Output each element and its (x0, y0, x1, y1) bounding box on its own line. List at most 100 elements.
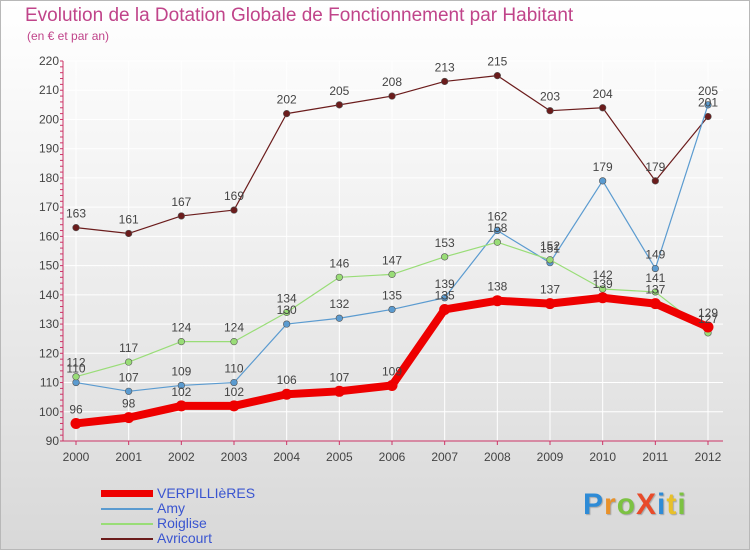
x-tick-label: 2007 (431, 450, 458, 464)
data-label-roiglise: 141 (645, 271, 665, 285)
data-label-amy: 130 (277, 303, 297, 317)
data-label-verpilli-res: 96 (69, 402, 83, 416)
data-point-roiglise (651, 288, 659, 296)
chart-subtitle: (en € et par an) (27, 29, 110, 43)
data-label-verpilli-res: 139 (593, 277, 613, 291)
data-label-roiglise: 152 (540, 239, 560, 253)
data-point-verpilli-res (702, 321, 714, 333)
data-label-roiglise: 134 (277, 291, 297, 305)
legend-label-verpillieres: VERPILLIèRES (157, 485, 256, 501)
logo-letter: t (666, 488, 678, 521)
data-point-verpilli-res (228, 400, 240, 412)
data-label-verpilli-res: 137 (645, 283, 665, 297)
data-point-verpilli-res (491, 295, 503, 307)
x-tick-label: 2001 (115, 450, 142, 464)
y-tick-label: 110 (40, 376, 59, 390)
data-label-verpilli-res: 129 (698, 306, 718, 320)
y-tick-label: 120 (39, 346, 59, 360)
data-point-roiglise (335, 273, 343, 281)
data-label-roiglise: 127 (698, 312, 718, 326)
data-label-avricourt: 205 (329, 84, 349, 98)
data-label-roiglise: 158 (487, 221, 507, 235)
data-label-verpilli-res: 98 (122, 397, 136, 411)
data-point-verpilli-res (333, 385, 345, 397)
x-tick-label: 2008 (484, 450, 511, 464)
legend-swatch-verpillieres (101, 490, 153, 497)
x-tick-label: 2002 (168, 450, 195, 464)
y-tick-label: 150 (39, 259, 59, 273)
data-label-amy: 132 (329, 297, 349, 311)
data-point-verpilli-res (123, 412, 135, 424)
data-label-verpilli-res: 109 (382, 364, 402, 378)
y-tick-label: 90 (46, 434, 60, 448)
y-tick-label: 200 (39, 112, 59, 126)
data-label-verpilli-res: 107 (329, 370, 349, 384)
data-point-avricourt (388, 92, 396, 100)
data-label-roiglise: 112 (66, 356, 85, 370)
x-tick-label: 2009 (537, 450, 564, 464)
data-label-verpilli-res: 138 (487, 280, 507, 294)
x-tick-label: 2010 (589, 450, 616, 464)
data-label-amy: 162 (487, 210, 507, 224)
x-tick-label: 2000 (63, 450, 90, 464)
y-tick-label: 170 (39, 200, 59, 214)
data-label-avricourt: 203 (540, 90, 560, 104)
proxiti-logo: ProXiti (583, 488, 687, 522)
data-point-verpilli-res (597, 292, 609, 304)
y-tick-label: 220 (39, 54, 59, 68)
y-tick-label: 140 (39, 288, 59, 302)
legend-label-amy: Amy (157, 500, 185, 516)
data-point-roiglise (441, 253, 449, 261)
data-point-avricourt (704, 112, 712, 121)
logo-letter: P (583, 488, 605, 521)
data-point-amy (599, 177, 607, 185)
data-label-verpilli-res: 135 (435, 288, 455, 302)
data-point-avricourt (230, 206, 238, 214)
data-point-roiglise (493, 238, 501, 246)
data-label-avricourt: 204 (593, 87, 613, 101)
data-point-amy (441, 294, 449, 302)
legend-swatch-amy (101, 508, 153, 510)
data-point-verpilli-res (70, 417, 82, 429)
y-tick-label: 130 (39, 317, 59, 331)
data-label-amy: 151 (540, 242, 560, 256)
legend-label-roiglise: Roiglise (157, 515, 207, 531)
x-tick-label: 2003 (221, 450, 248, 464)
legend-swatch-roiglise (101, 523, 153, 525)
data-point-amy (283, 320, 291, 328)
data-label-avricourt: 215 (487, 55, 507, 69)
data-label-avricourt: 161 (119, 212, 139, 226)
data-label-avricourt: 202 (277, 93, 297, 107)
logo-letter: X (636, 488, 658, 521)
data-label-roiglise: 147 (382, 253, 402, 267)
data-point-avricourt (651, 177, 659, 185)
data-label-verpilli-res: 102 (171, 385, 191, 399)
y-tick-label: 160 (39, 229, 59, 243)
data-point-roiglise (546, 256, 554, 264)
x-tick-label: 2006 (379, 450, 406, 464)
data-label-amy: 135 (382, 288, 402, 302)
data-point-avricourt (546, 107, 554, 115)
legend-label-avricourt: Avricourt (157, 530, 212, 546)
data-label-verpilli-res: 106 (277, 373, 297, 387)
x-tick-label: 2012 (695, 450, 722, 464)
data-point-avricourt (177, 212, 185, 220)
x-tick-label: 2011 (642, 450, 668, 464)
data-label-roiglise: 142 (593, 268, 613, 282)
data-point-amy (335, 314, 343, 322)
data-point-avricourt (283, 110, 291, 118)
data-label-amy: 179 (593, 160, 613, 174)
data-point-amy (388, 305, 396, 314)
data-label-amy: 107 (119, 370, 139, 384)
data-label-amy: 205 (698, 84, 718, 98)
data-label-roiglise: 117 (119, 341, 138, 355)
y-tick-label: 180 (39, 171, 59, 185)
data-point-avricourt (599, 104, 607, 112)
data-point-verpilli-res (544, 298, 556, 310)
data-point-verpilli-res (386, 379, 398, 391)
data-point-avricourt (335, 101, 343, 109)
data-label-amy: 139 (435, 277, 455, 291)
x-tick-label: 2005 (326, 450, 353, 464)
data-label-roiglise: 124 (171, 321, 191, 335)
